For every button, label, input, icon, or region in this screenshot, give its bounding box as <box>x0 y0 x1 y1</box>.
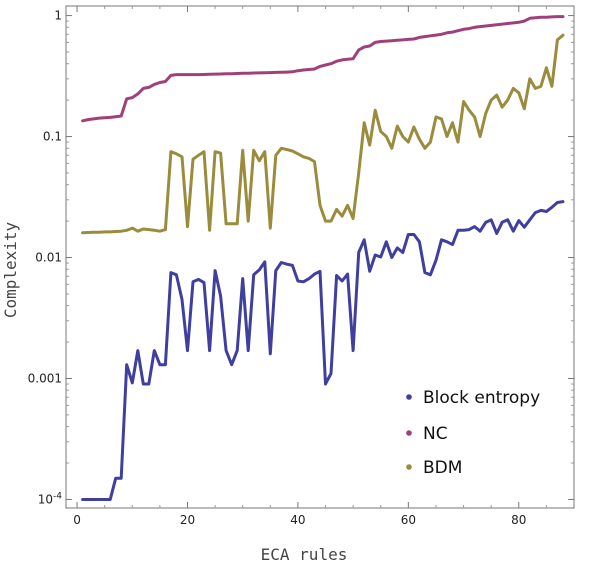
series-line-bdm <box>81 33 565 235</box>
legend-item-bdm: BDM <box>406 458 462 478</box>
y-axis: 10-4 0.001 0.01 0.1 1 <box>28 9 574 506</box>
legend-marker-block-entropy <box>406 394 412 400</box>
legend: Block entropy NC BDM <box>406 388 540 478</box>
legend-marker-nc <box>406 430 412 436</box>
series-lines <box>81 15 565 501</box>
plot-frame <box>65 5 575 509</box>
legend-marker-bdm <box>406 464 412 470</box>
x-axis-title: ECA rules <box>261 545 348 564</box>
legend-item-block-entropy: Block entropy <box>406 388 540 408</box>
x-tick-label: 80 <box>511 513 526 527</box>
x-tick-label: 40 <box>290 513 305 527</box>
legend-label-bdm: BDM <box>423 458 462 478</box>
x-tick-label: 0 <box>73 513 81 527</box>
y-tick-label: 0.01 <box>35 251 62 265</box>
legend-label-nc: NC <box>423 424 448 444</box>
legend-label-block-entropy: Block entropy <box>423 388 540 408</box>
series-line-block-entropy <box>81 200 565 501</box>
legend-item-nc: NC <box>406 424 448 444</box>
y-tick-label: 1 <box>54 9 62 23</box>
x-tick-label: 60 <box>401 513 416 527</box>
y-tick-label: 0.1 <box>43 130 62 144</box>
x-tick-label: 20 <box>180 513 195 527</box>
y-tick-label: 10-4 <box>38 491 63 506</box>
x-axis: 0 20 40 60 80 <box>73 6 547 527</box>
y-tick-label: 0.001 <box>28 371 62 385</box>
series-line-nc <box>81 15 565 123</box>
y-axis-title: Complexity <box>1 221 20 318</box>
